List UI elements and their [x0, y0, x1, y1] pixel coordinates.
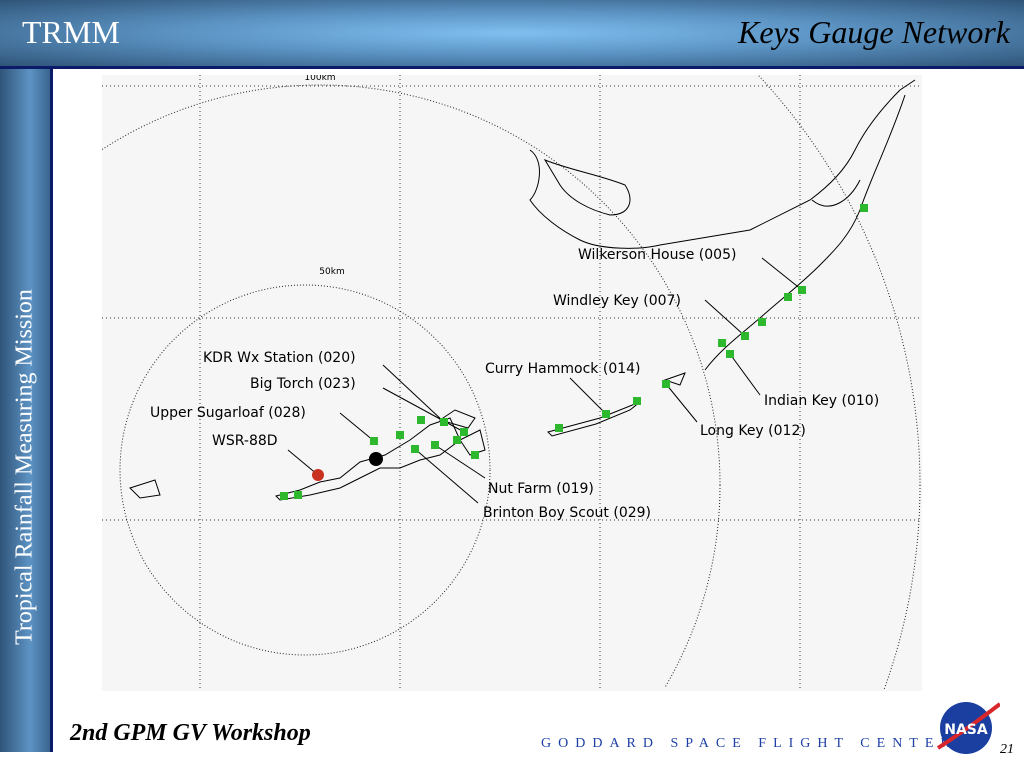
gauge-marker: [741, 332, 749, 340]
station-label: Nut Farm (019): [488, 481, 594, 497]
range-ring-100km: [102, 84, 721, 689]
leader-line: [665, 383, 698, 423]
gauge-marker: [417, 416, 425, 424]
gauge-marker: [431, 441, 439, 449]
station-label: Indian Key (010): [764, 393, 879, 409]
goddard-label: GODDARD SPACE FLIGHT CENTER: [541, 736, 957, 751]
grid-lines: [102, 75, 922, 691]
ring-label-50km: 50km: [319, 267, 344, 277]
gauge-marker: [758, 318, 766, 326]
leader-line: [382, 364, 445, 423]
gauge-marker: [460, 428, 468, 436]
gauge-marker: [718, 339, 726, 347]
workshop-title: 2nd GPM GV Workshop: [70, 720, 311, 746]
gauge-marker: [411, 445, 419, 453]
slide-header: TRMM Keys Gauge Network: [0, 0, 1024, 69]
gauge-marker: [726, 350, 734, 358]
header-left-title: TRMM: [22, 14, 120, 50]
wsr-88d-radar-marker: [312, 469, 324, 481]
gauge-marker: [784, 293, 792, 301]
gauge-marker: [662, 380, 670, 388]
leader-line: [414, 448, 479, 504]
station-label: KDR Wx Station (020): [203, 350, 356, 366]
gauge-marker: [440, 418, 448, 426]
station-label: Windley Key (007): [553, 293, 681, 309]
gauge-marker: [555, 424, 563, 432]
nasa-logo: NASA: [936, 702, 1000, 754]
station-label: Curry Hammock (014): [485, 361, 641, 377]
gauge-marker: [280, 492, 288, 500]
station-label: WSR-88D: [212, 433, 278, 449]
gauge-map: 100km 50km Wilkerson House (005) Windley …: [102, 75, 922, 691]
map-svg: 100km 50km Wilkerson House (005) Windley …: [102, 75, 922, 691]
leader-line: [704, 299, 746, 337]
gauge-marker: [453, 436, 461, 444]
range-ring-50km: [119, 284, 491, 656]
station-label: Wilkerson House (005): [578, 247, 736, 263]
gauge-marker: [798, 286, 806, 294]
leader-line: [287, 449, 319, 476]
leader-line: [382, 387, 465, 433]
leader-line: [339, 412, 375, 442]
leader-line: [434, 444, 486, 479]
station-label: Big Torch (023): [250, 376, 356, 392]
leader-line: [569, 377, 607, 415]
ring-label-100km: 100km: [304, 75, 335, 83]
gauge-marker: [633, 397, 641, 405]
station-label: Upper Sugarloaf (028): [150, 405, 306, 421]
page-number: 21: [1000, 742, 1014, 757]
gauge-marker: [602, 410, 610, 418]
gauge-marker: [294, 491, 302, 499]
range-rings: [102, 75, 921, 691]
station-label: Long Key (012): [700, 423, 806, 439]
sidebar: Tropical Rainfall Measuring Mission: [0, 69, 53, 752]
leader-line: [761, 257, 803, 291]
slide-title: Keys Gauge Network: [738, 14, 1010, 50]
range-ring-150km: [758, 75, 921, 691]
svg-text:NASA: NASA: [944, 722, 988, 738]
sidebar-title: Tropical Rainfall Measuring Mission: [11, 289, 38, 645]
station-label: Brinton Boy Scout (029): [483, 505, 651, 521]
site-marker: [369, 452, 383, 466]
gauge-marker: [860, 204, 868, 212]
gauge-marker: [370, 437, 378, 445]
leader-line: [729, 353, 761, 396]
gauge-marker: [396, 431, 404, 439]
gauge-marker: [471, 451, 479, 459]
